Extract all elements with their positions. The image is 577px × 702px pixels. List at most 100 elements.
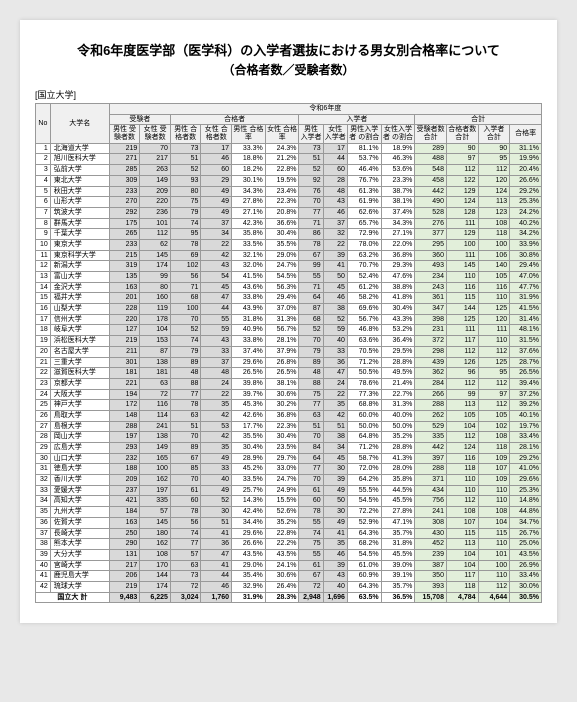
cell-fe: 112 [140,229,171,240]
cell-name: 佐賀大学 [50,517,109,528]
cell-mr: 37.4% [232,346,266,357]
cell-fir: 27.1% [381,229,415,240]
cell-mr: 35.5% [232,432,266,443]
cell-fe: 263 [140,165,171,176]
cell-fr: 22.8% [265,528,299,539]
cell-fr: 24.1% [265,560,299,571]
cell-et: 397 [415,453,447,464]
cell-no: 12 [36,261,51,272]
cell-fir: 45.5% [381,496,415,507]
cell-fr: 33.0% [265,464,299,475]
cell-fi: 35 [323,539,347,550]
cell-mir: 60.0% [347,410,381,421]
cell-rt: 41.5% [510,304,542,315]
cell-mi: 67 [299,250,323,261]
cell-fe: 153 [140,336,171,347]
cell-name: 大分大学 [50,549,109,560]
cell-mir: 72.9% [347,229,381,240]
table-row: 34高知大学421335605214.3%15.5%605054.5%45.5%… [36,496,542,507]
cell-mir: 77.3% [347,389,381,400]
cell-name: 高知大学 [50,496,109,507]
table-row: 38熊本大学290162773626.6%22.2%753568.2%31.8%… [36,539,542,550]
cell-fp: 41 [201,528,232,539]
cell-rt: 30.5% [510,592,542,603]
cell-mi: 77 [299,400,323,411]
cell-mi: 73 [299,143,323,154]
h-pt: 合格者数 合計 [446,125,478,143]
cell-mi: 84 [299,443,323,454]
cell-rt: 41.0% [510,464,542,475]
cell-mir: 64.2% [347,475,381,486]
cell-fi: 17 [323,143,347,154]
cell-rt: 43.5% [510,549,542,560]
cell-fi: 43 [323,197,347,208]
cell-mir: 63.5% [347,592,381,603]
cell-fe: 145 [140,517,171,528]
cell-et: 439 [415,357,447,368]
cell-me: 301 [109,357,140,368]
cell-mi: 70 [299,197,323,208]
cell-et: 393 [415,581,447,592]
cell-fe: 138 [140,357,171,368]
table-row: 12新潟大学3191741024332.0%24.7%994170.7%29.3… [36,261,542,272]
cell-rt: 39.4% [510,378,542,389]
cell-name: 岐阜大学 [50,325,109,336]
cell-fir: 53.6% [381,165,415,176]
cell-no: 10 [36,239,51,250]
cell-fr: 56.3% [265,282,299,293]
cell-mi: 71 [299,218,323,229]
cell-fe: 162 [140,475,171,486]
cell-me: 209 [109,475,140,486]
cell-fp: 41 [201,560,232,571]
cell-fp: 30 [201,507,232,518]
cell-fe: 80 [140,282,171,293]
cell-me: 290 [109,539,140,550]
cell-fi: 45 [323,282,347,293]
cell-mi: 55 [299,517,323,528]
cell-mp: 75 [170,197,201,208]
cell-fp: 53 [201,421,232,432]
cell-it: 112 [478,346,510,357]
cell-rt: 26.7% [510,528,542,539]
cell-fe: 116 [140,400,171,411]
cell-no: 7 [36,207,51,218]
cell-mi: 77 [299,464,323,475]
cell-rt: 25.0% [510,539,542,550]
cell-et: 490 [415,197,447,208]
cell-rt: 33.9% [510,239,542,250]
cell-rt: 26.5% [510,368,542,379]
cell-name: 名古屋大学 [50,346,109,357]
cell-it: 106 [478,250,510,261]
cell-rt: 19.9% [510,154,542,165]
cell-fr: 21.2% [265,154,299,165]
cell-pt: 105 [446,410,478,421]
cell-fe: 162 [140,539,171,550]
cell-et: 434 [415,485,447,496]
cell-mp: 70 [170,314,201,325]
cell-fe: 160 [140,293,171,304]
cell-mir: 68.8% [347,400,381,411]
cell-it: 110 [478,485,510,496]
cell-fe: 241 [140,421,171,432]
cell-fe: 100 [140,464,171,475]
table-row: 23京都大学22163882439.8%38.1%882478.6%21.4%2… [36,378,542,389]
grp-passer: 合格者 [170,114,299,125]
cell-pt: 145 [446,261,478,272]
cell-fr: 35.2% [265,517,299,528]
cell-fr: 24.7% [265,261,299,272]
total-row: 国立大 計9,4836,2253,0241,76031.9%28.3%2,948… [36,592,542,603]
cell-mir: 72.2% [347,507,381,518]
cell-it: 108 [478,432,510,443]
cell-pt: 112 [446,165,478,176]
cell-fi: 42 [323,410,347,421]
cell-fp: 49 [201,186,232,197]
cell-mr: 32.9% [232,581,266,592]
cell-no: 23 [36,378,51,389]
cell-it: 125 [478,304,510,315]
cell-fir: 50.0% [381,421,415,432]
cell-fp: 44 [201,571,232,582]
cell-it: 109 [478,453,510,464]
cell-fp: 60 [201,165,232,176]
cell-fr: 24.9% [265,485,299,496]
cell-fp: 49 [201,197,232,208]
